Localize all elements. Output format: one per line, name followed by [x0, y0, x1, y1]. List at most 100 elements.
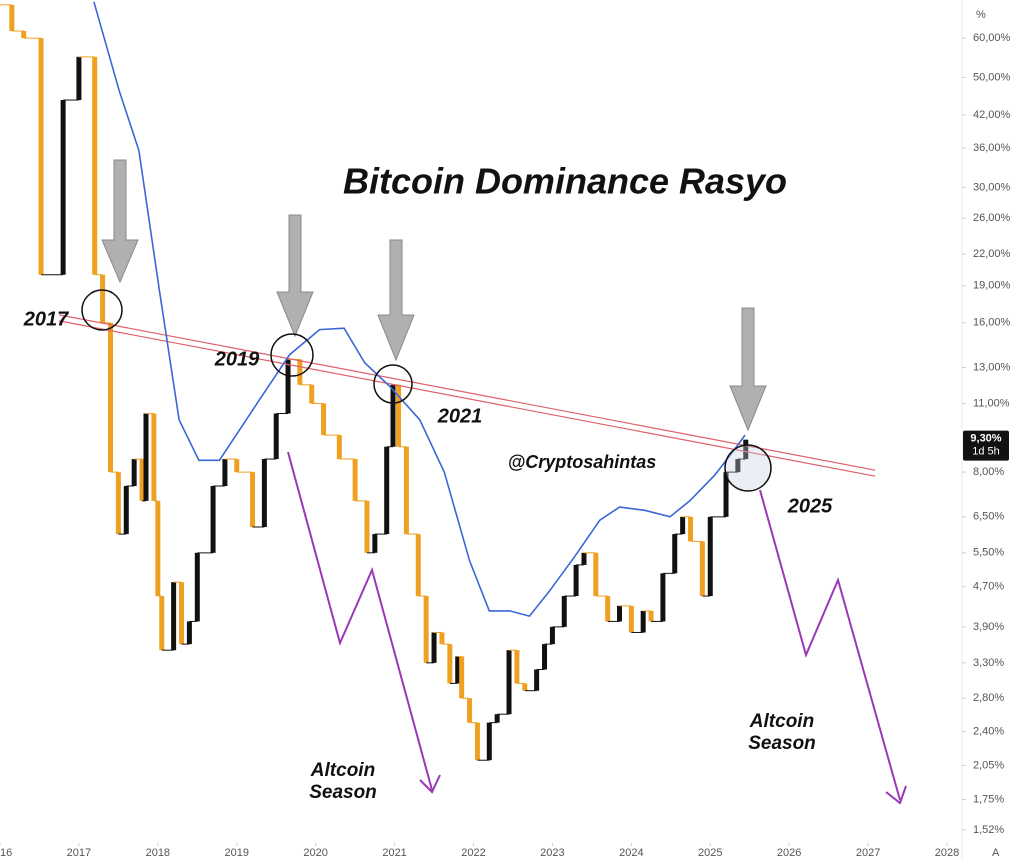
candle [605, 596, 611, 622]
candle [179, 582, 185, 645]
candle [534, 669, 540, 691]
candle [372, 534, 378, 553]
x-tick-label: 2020 [303, 847, 327, 859]
candle [261, 459, 267, 528]
candle [194, 552, 200, 622]
candle [396, 384, 402, 447]
arrow [276, 214, 314, 338]
candle [123, 486, 129, 535]
circle [724, 444, 772, 492]
candle [143, 413, 149, 501]
candle [723, 472, 729, 517]
corner-mark: A [992, 847, 1000, 859]
candle [628, 605, 634, 633]
x-tick-label: 2021 [382, 847, 406, 859]
y-tick-label: 8,00% [973, 466, 1004, 478]
x-tick-label: 2022 [461, 847, 485, 859]
candle [273, 413, 279, 460]
y-tick-label: 11,00% [973, 397, 1010, 409]
projection-arrow [287, 451, 441, 794]
y-tick-label: 42,00% [973, 109, 1011, 121]
candle [494, 714, 500, 723]
candle [285, 359, 291, 414]
y-tick-label: 16,00% [973, 317, 1011, 329]
candle [467, 698, 473, 723]
candle [309, 384, 315, 404]
y-tick-label: 22,00% [973, 248, 1011, 260]
y-tick-label: 2,40% [973, 725, 1004, 737]
x-tick-label: 2024 [619, 847, 643, 859]
candle [186, 621, 192, 645]
candle [640, 610, 646, 633]
circles [81, 289, 772, 492]
candle [616, 605, 622, 622]
candle [522, 683, 528, 691]
candle [672, 534, 678, 574]
circle [373, 364, 413, 404]
candle [549, 626, 555, 645]
candle [321, 403, 327, 436]
y-tick-label: 3,30% [973, 657, 1004, 669]
candle [250, 472, 256, 528]
candle [364, 500, 370, 553]
candle [403, 446, 409, 535]
axis-unit: % [976, 9, 986, 21]
candle [92, 56, 98, 275]
candle [447, 644, 453, 684]
candle [486, 722, 492, 761]
x-tick-label: 2023 [540, 847, 564, 859]
candle [514, 650, 520, 684]
countdown: 1d 5h [972, 446, 1000, 458]
candle [151, 413, 157, 501]
price-tag [963, 430, 1009, 461]
candle [688, 516, 694, 542]
projections [287, 451, 907, 805]
price-label: 9,30% [970, 433, 1001, 445]
candle [297, 359, 303, 385]
candle [234, 459, 240, 473]
peak-label: 2019 [214, 348, 260, 370]
y-tick-label: 19,00% [973, 280, 1011, 292]
arrow [377, 239, 415, 362]
y-tick-label: 36,00% [973, 142, 1011, 154]
x-tick-label: 2027 [856, 847, 880, 859]
candle [680, 516, 686, 535]
candle [384, 446, 390, 535]
x-tick-label: 2025 [698, 847, 722, 859]
candle [743, 439, 749, 460]
season-label: Season [748, 733, 816, 754]
candle [474, 722, 480, 761]
arrows [101, 159, 767, 432]
x-tick-label: 2028 [935, 847, 959, 859]
handle: @Cryptosahintas [508, 452, 657, 472]
candle [699, 541, 705, 597]
y-tick-label: 4,70% [973, 581, 1004, 593]
x-tick-label: 2017 [67, 847, 91, 859]
peak-label: 2017 [23, 308, 69, 330]
candle [648, 610, 654, 622]
candle [21, 31, 27, 39]
season-label: Altcoin [310, 760, 375, 781]
candle [139, 459, 145, 501]
moving-average [93, 1, 746, 618]
season-label: Altcoin [749, 711, 814, 732]
plot [0, 1, 876, 761]
candle [735, 459, 741, 473]
candle [660, 573, 666, 622]
candle [707, 516, 713, 597]
candle [542, 644, 548, 670]
y-tick-label: 1,52% [973, 824, 1004, 836]
candle [222, 459, 228, 487]
arrow [101, 159, 139, 284]
y-tick-label: 5,50% [973, 547, 1004, 559]
candle [459, 656, 465, 699]
candle [352, 459, 358, 501]
projection-arrow [759, 489, 907, 805]
candle [76, 56, 82, 101]
x-tick-label: 2016 [0, 847, 12, 859]
circle [81, 289, 123, 331]
candle [100, 274, 106, 323]
candle [593, 552, 599, 597]
x-tick-label: 2026 [777, 847, 801, 859]
